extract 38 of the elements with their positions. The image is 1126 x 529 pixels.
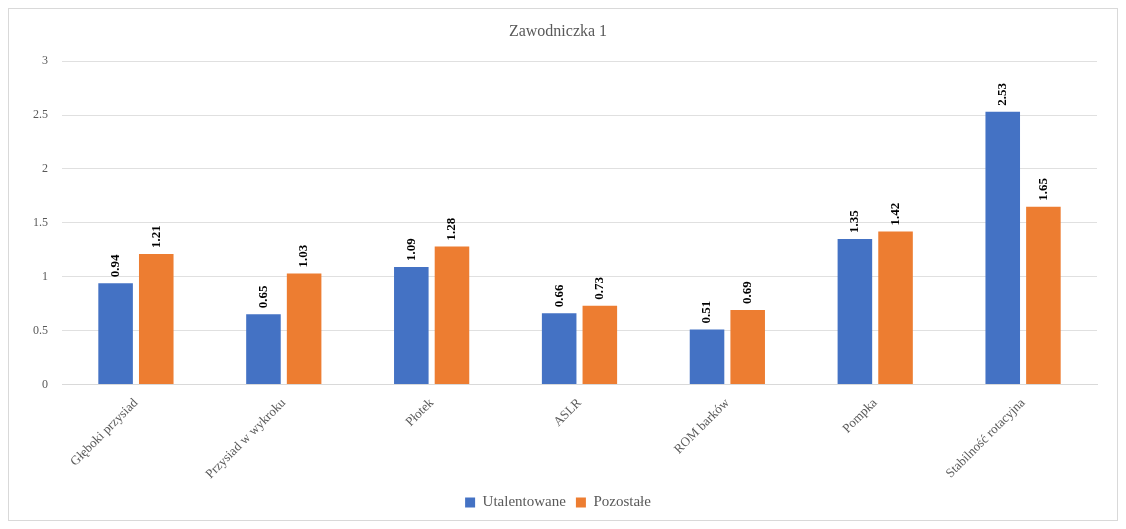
y-tick-label: 2.5 <box>33 107 48 122</box>
data-label: 1.42 <box>886 202 902 226</box>
chart-title: Zawodniczka 1 <box>508 21 608 39</box>
y-tick-label: 1.5 <box>33 214 48 229</box>
bar <box>1026 206 1061 384</box>
bar <box>98 283 133 384</box>
data-label: 0.69 <box>739 280 755 305</box>
data-label: 0.65 <box>254 285 270 309</box>
bar <box>837 238 873 384</box>
bar <box>246 314 281 384</box>
data-label: 0.94 <box>106 253 122 278</box>
data-label: 0.73 <box>591 276 607 300</box>
data-label: 0.66 <box>550 284 566 308</box>
bar <box>689 329 725 384</box>
bar <box>582 305 618 384</box>
bar <box>985 111 1021 384</box>
bar <box>878 231 913 384</box>
data-label: 2.53 <box>994 82 1010 106</box>
bar <box>394 266 429 384</box>
y-tick-label: 2 <box>42 161 48 176</box>
data-label: 1.35 <box>846 209 862 233</box>
y-tick-label: 0.5 <box>33 322 48 337</box>
bar <box>138 254 174 384</box>
y-tick-label: 0 <box>42 376 48 391</box>
y-tick-label: 3 <box>42 53 48 68</box>
legend-label: Utalentowane <box>482 493 567 510</box>
bar <box>286 273 322 384</box>
data-label: 0.51 <box>698 300 714 324</box>
y-tick-label: 1 <box>42 268 48 283</box>
bar <box>434 246 470 384</box>
data-label: 1.03 <box>295 244 311 268</box>
data-label: 1.21 <box>147 225 163 249</box>
data-label: 1.09 <box>402 237 418 261</box>
data-label: 1.28 <box>443 217 459 241</box>
bar <box>541 313 577 384</box>
legend-label: Pozostałe <box>593 493 652 510</box>
bar <box>730 310 765 384</box>
data-label: 1.65 <box>1034 177 1050 201</box>
